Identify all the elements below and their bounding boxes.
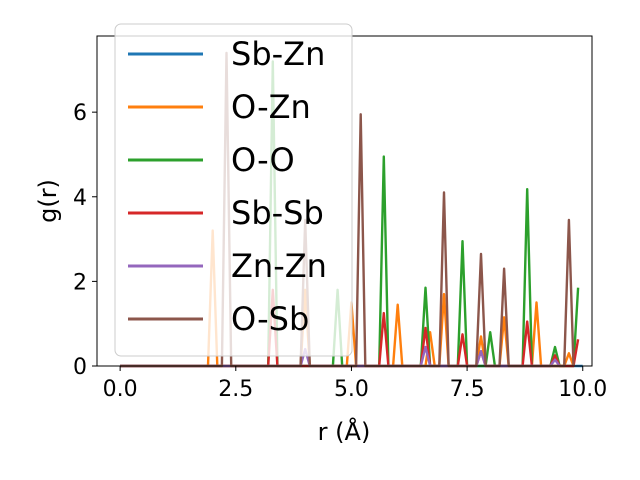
y-tick-label: 0 (73, 355, 87, 380)
legend-label-o-zn: O-Zn (231, 88, 311, 126)
legend-label-zn-zn: Zn-Zn (231, 247, 327, 285)
legend-label-sb-sb: Sb-Sb (231, 194, 324, 232)
y-tick-label: 2 (73, 270, 87, 295)
y-tick-label: 4 (73, 186, 87, 211)
x-tick-label: 5.0 (334, 377, 369, 402)
x-tick-label: 2.5 (218, 377, 253, 402)
axes-layer: 0.0 2.5 5.0 7.5 10.0 0 2 4 6 (73, 101, 607, 402)
x-tick-label: 10.0 (558, 377, 607, 402)
legend-label-sb-zn: Sb-Zn (231, 35, 325, 73)
legend-label-o-sb: O-Sb (231, 300, 309, 338)
x-tick-label: 0.0 (103, 377, 138, 402)
y-axis-label: g(r) (34, 179, 62, 223)
y-tick-label: 6 (73, 101, 87, 126)
legend: Sb-Zn O-Zn O-O Sb-Sb Zn-Zn O-Sb (114, 23, 353, 357)
x-axis-label: r (Å) (318, 417, 371, 446)
legend-label-o-o: O-O (231, 141, 295, 179)
x-tick-label: 7.5 (450, 377, 485, 402)
